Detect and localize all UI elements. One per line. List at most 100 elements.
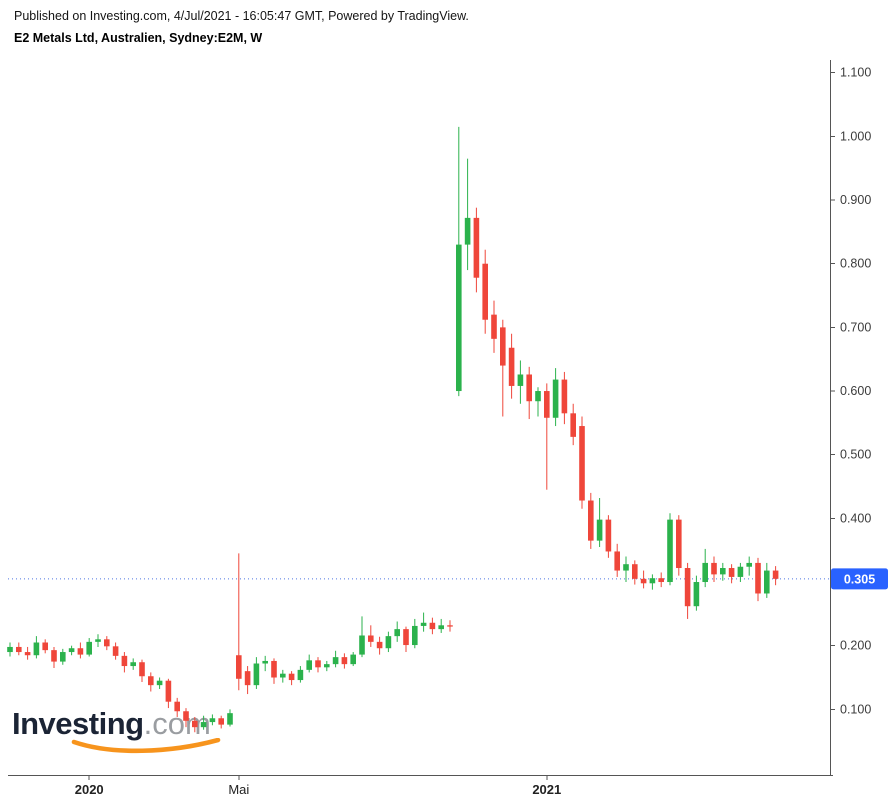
- candle: [640, 570, 647, 589]
- candle-body: [403, 629, 409, 646]
- candle: [148, 672, 154, 692]
- candle: [394, 621, 400, 642]
- y-axis-label: 0.400: [840, 511, 871, 525]
- candle-body: [297, 669, 304, 681]
- candle: [579, 416, 585, 509]
- candle-body: [359, 635, 365, 655]
- candle: [623, 556, 629, 583]
- candle: [183, 708, 189, 728]
- candle-body: [332, 657, 339, 665]
- candle-body: [68, 648, 75, 653]
- candle-body: [605, 519, 612, 552]
- candle-body: [112, 646, 119, 656]
- x-axis-label: Mai: [228, 782, 249, 797]
- y-axis-label: 0.100: [840, 702, 871, 716]
- investing-logo: Investing.com: [12, 706, 221, 754]
- candle-body: [236, 655, 242, 679]
- candle-body: [526, 374, 532, 402]
- candle: [68, 645, 75, 656]
- candle: [517, 360, 524, 404]
- candle-body: [711, 562, 717, 575]
- candle-body: [77, 648, 84, 655]
- candle: [764, 562, 770, 598]
- candle-body: [438, 625, 444, 630]
- candle-body: [561, 379, 568, 414]
- candle: [737, 562, 744, 583]
- candle: [341, 653, 348, 669]
- candle-body: [341, 657, 348, 665]
- candle-body: [544, 391, 550, 418]
- candle-body: [473, 217, 480, 278]
- published-line: Published on Investing.com, 4/Jul/2021 -…: [14, 9, 469, 23]
- y-axis-label: 0.700: [840, 320, 871, 334]
- candle: [271, 658, 277, 684]
- investing-logo-swoosh-icon: [71, 738, 221, 754]
- candle-body: [508, 347, 515, 386]
- candle: [262, 655, 268, 672]
- candle: [711, 556, 717, 583]
- candle-body: [632, 564, 638, 579]
- candle-body: [16, 646, 22, 653]
- candle: [112, 642, 119, 660]
- candle-body: [535, 391, 541, 402]
- chart-header: Published on Investing.com, 4/Jul/2021 -…: [14, 9, 469, 45]
- candle-body: [218, 718, 224, 725]
- candle: [86, 638, 92, 657]
- candle: [667, 513, 673, 586]
- candle-body: [500, 327, 506, 366]
- candle: [359, 616, 365, 658]
- candle-body: [728, 568, 735, 577]
- candle-body: [588, 500, 594, 541]
- candle-body: [86, 641, 92, 655]
- candle-body: [746, 562, 752, 567]
- candle-body: [772, 570, 779, 579]
- candle: [24, 646, 31, 660]
- candle: [227, 709, 233, 727]
- candle-body: [552, 379, 559, 418]
- candle-body: [464, 217, 471, 245]
- candle-body: [702, 562, 708, 583]
- candle: [544, 383, 550, 490]
- candle-body: [148, 676, 154, 686]
- candle: [596, 497, 603, 548]
- candle-body: [200, 722, 207, 728]
- candle-body: [667, 519, 673, 583]
- candle: [376, 636, 383, 655]
- candle-body: [130, 662, 136, 667]
- candle-body: [244, 671, 251, 686]
- y-axis-label: 0.800: [840, 257, 871, 271]
- candle: [684, 562, 691, 619]
- candle: [209, 714, 216, 726]
- candle: [561, 371, 568, 425]
- x-axis-label: 2020: [75, 782, 104, 797]
- candle-body: [262, 660, 268, 664]
- candle: [482, 249, 488, 334]
- candle: [429, 617, 436, 635]
- candle: [306, 654, 312, 673]
- candle: [693, 575, 700, 611]
- candle-body: [596, 519, 603, 541]
- candle: [7, 642, 13, 657]
- candle: [280, 669, 286, 683]
- candle: [218, 715, 224, 729]
- candle: [236, 553, 242, 691]
- y-axis-label: 0.500: [840, 448, 871, 462]
- candle-body: [517, 374, 524, 386]
- candle: [728, 564, 735, 584]
- candle: [253, 657, 260, 689]
- candle-body: [737, 566, 744, 577]
- candle: [174, 697, 180, 717]
- candle-body: [33, 642, 40, 656]
- candle: [385, 631, 392, 653]
- candle: [772, 566, 779, 586]
- candle: [676, 515, 682, 576]
- candle: [464, 158, 471, 271]
- candle: [605, 515, 612, 558]
- candle-body: [121, 655, 128, 667]
- candle-body: [174, 701, 180, 712]
- candle: [491, 300, 497, 353]
- candle: [192, 716, 198, 733]
- candle: [614, 543, 620, 577]
- candle: [33, 636, 40, 659]
